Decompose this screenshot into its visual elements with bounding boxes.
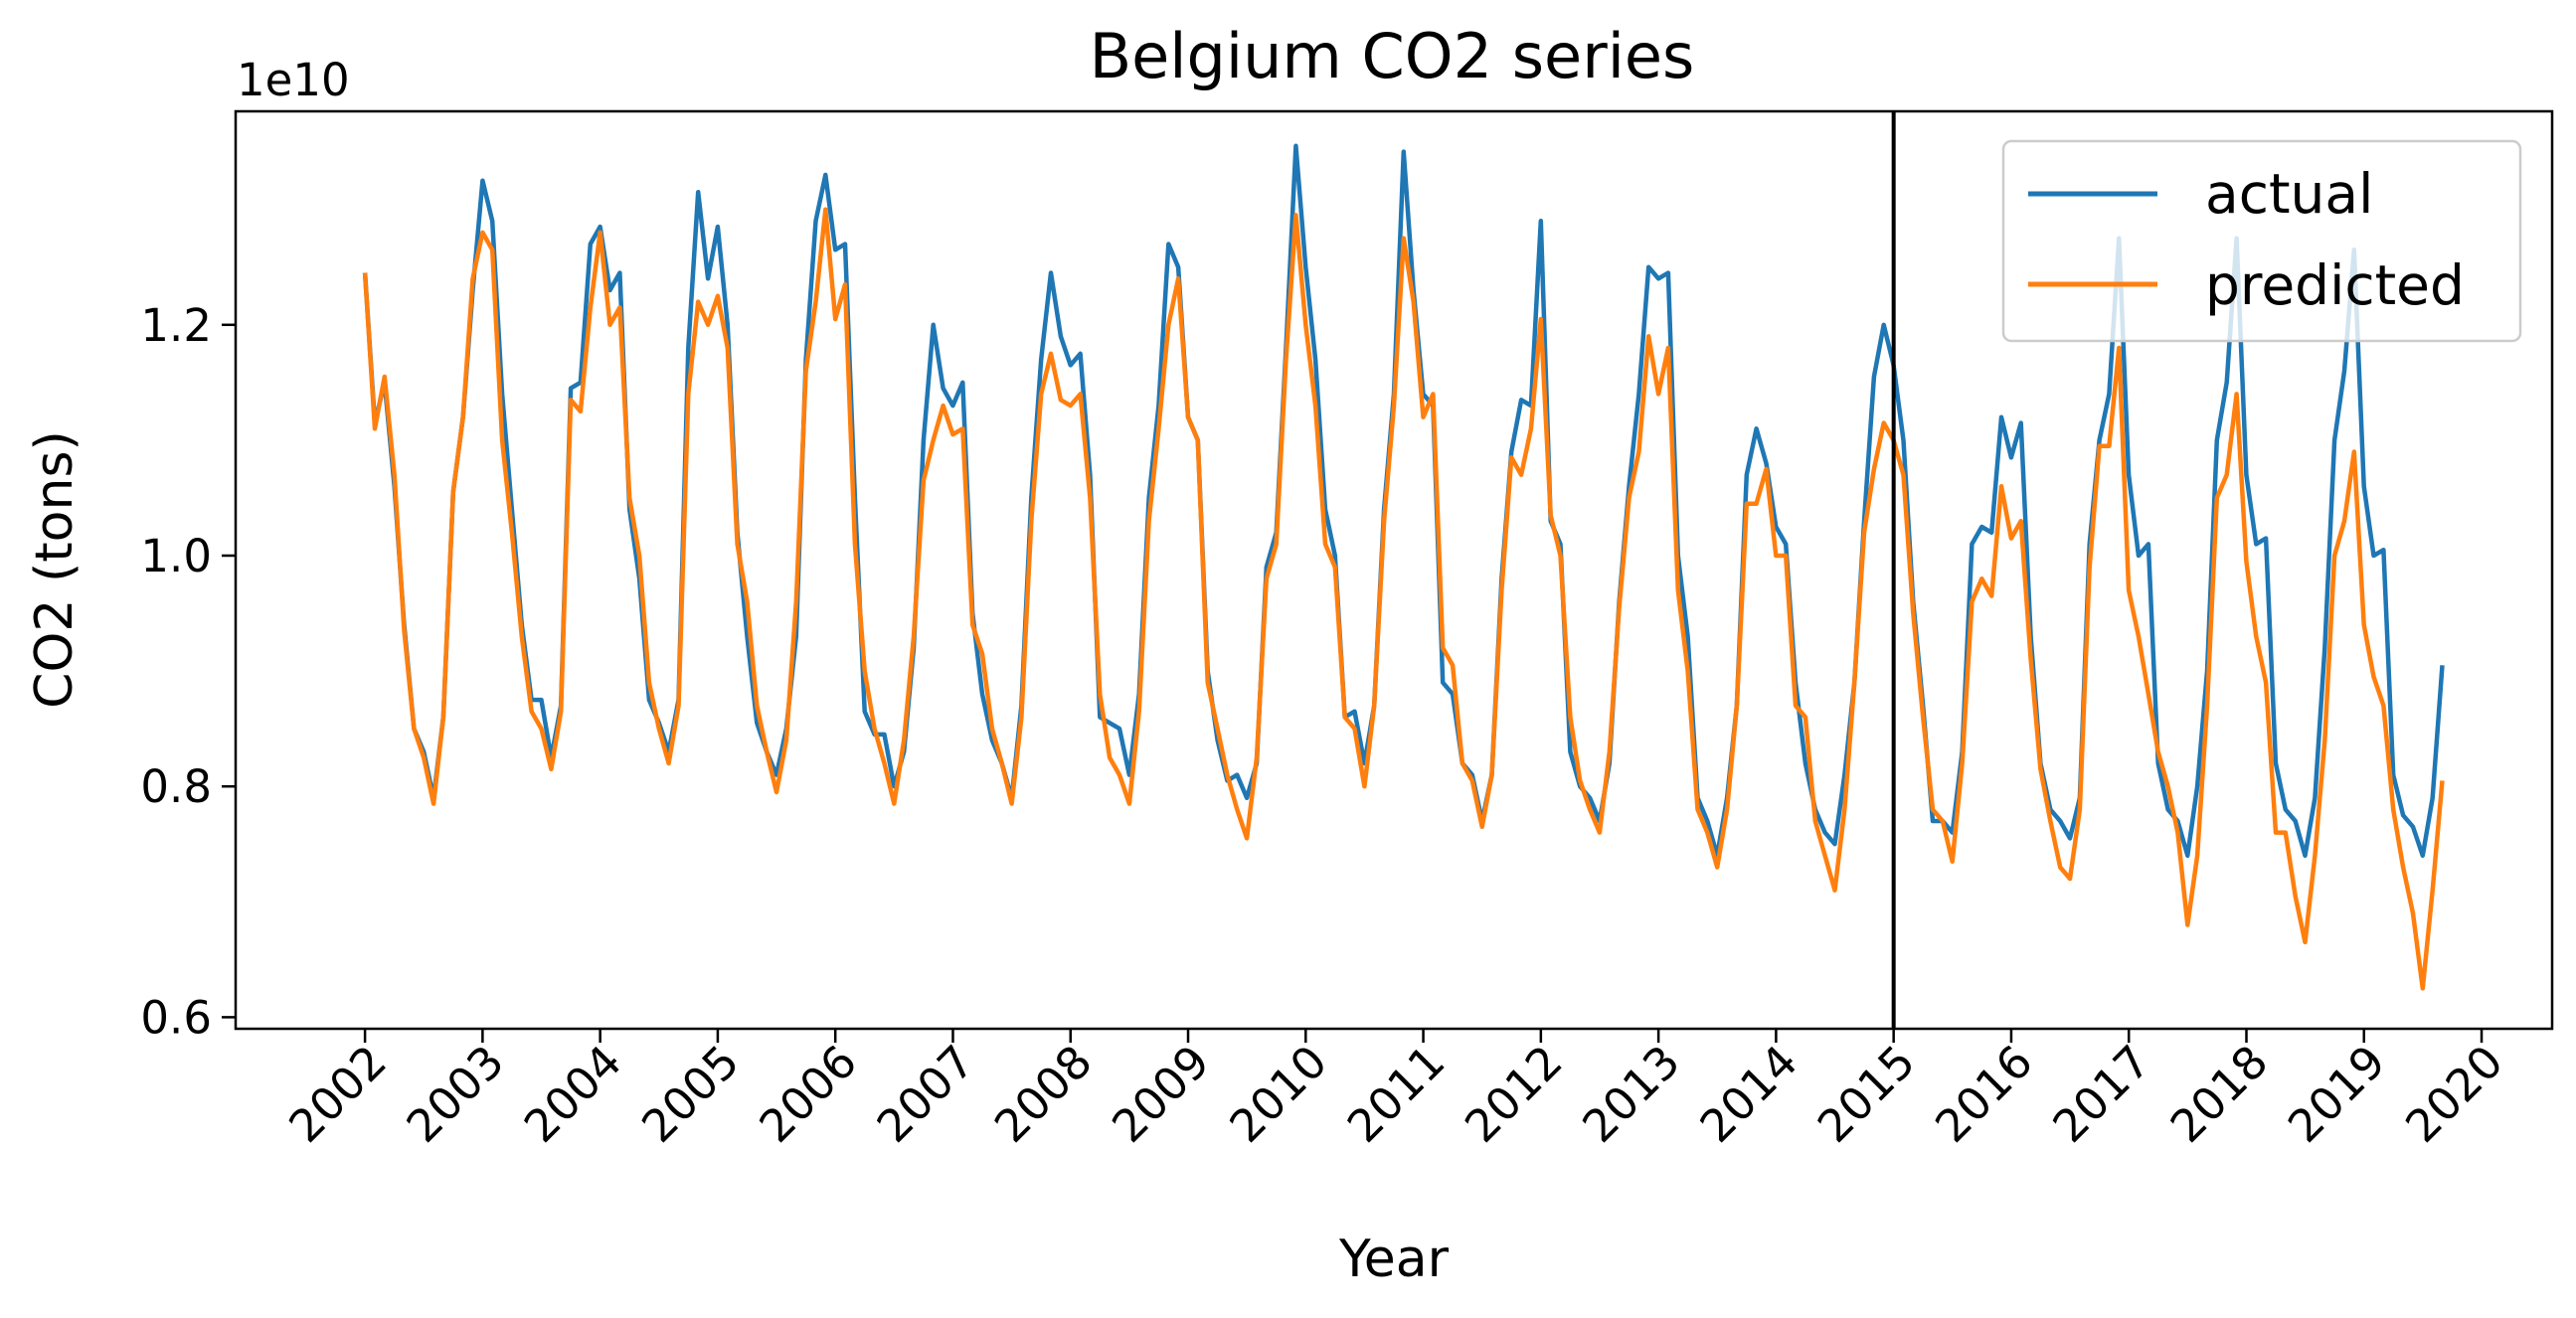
- y-tick-label: 1.2: [140, 299, 212, 352]
- chart-title: Belgium CO2 series: [1090, 20, 1695, 92]
- y-tick-label: 1.0: [140, 530, 212, 582]
- legend-label-predicted: predicted: [2205, 253, 2465, 317]
- y-axis-title: CO2 (tons): [25, 430, 85, 709]
- legend: actual predicted: [2001, 139, 2522, 343]
- legend-label-actual: actual: [2205, 162, 2373, 226]
- plot-lines: [362, 143, 2445, 991]
- series-line-predicted: [362, 207, 2445, 991]
- y-tick-label: 0.6: [140, 991, 212, 1044]
- plot-frame: [234, 109, 2554, 1031]
- y-offset-text: 1e10: [237, 54, 350, 106]
- x-axis-title: Year: [1338, 1230, 1450, 1289]
- legend-box: [2001, 139, 2522, 343]
- y-tick-label: 0.8: [140, 760, 212, 813]
- y-ticks: 0.6 0.8 1.0 1.2: [140, 299, 236, 1044]
